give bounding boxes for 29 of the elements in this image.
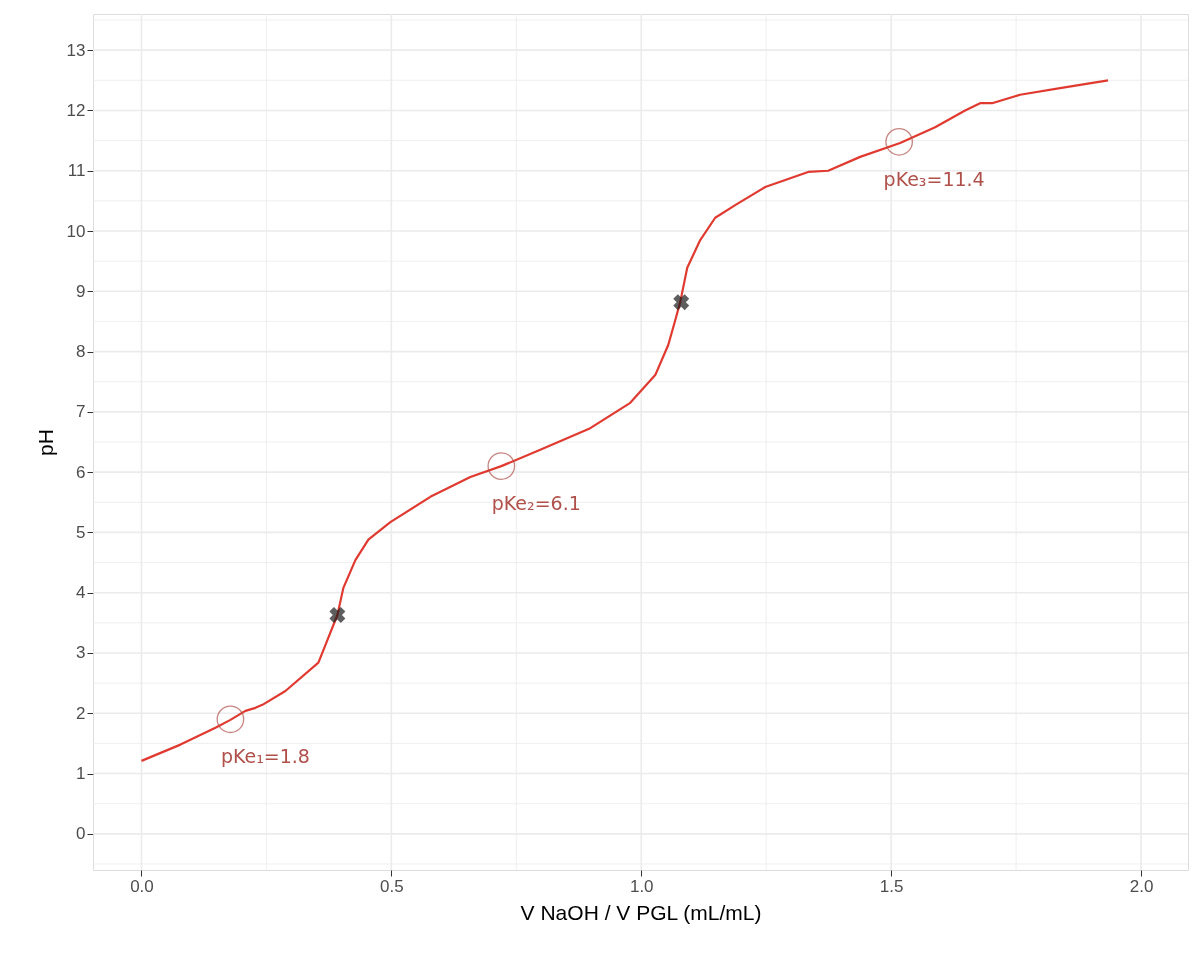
y-tick-label: 13: [66, 40, 86, 60]
y-tick-label: 4: [76, 583, 86, 603]
x-tick-label: 1.5: [879, 876, 904, 896]
point: [216, 705, 245, 734]
y-tick-label: 3: [76, 643, 86, 663]
y-tick-label: 6: [76, 462, 86, 482]
y-tick-label: 1: [76, 764, 86, 784]
y-tick-label: 5: [76, 522, 86, 542]
x-tick-label: 0.5: [380, 876, 404, 896]
x-tick-label: 2.0: [1129, 876, 1154, 896]
point: [487, 452, 516, 480]
annotation: pKe₂=6.1: [491, 492, 581, 515]
x-tick-label: 1.0: [629, 876, 654, 896]
x-tick-label: 0.0: [130, 876, 154, 896]
point: [885, 127, 914, 156]
annotation: pKe₃=11.4: [883, 167, 985, 190]
y-tick-label: 7: [76, 402, 86, 422]
y-tick-label: 12: [66, 100, 86, 120]
y-axis-title: pH: [33, 429, 57, 456]
y-tick-label: 10: [66, 221, 86, 241]
y-tick-label: 11: [67, 161, 86, 181]
x-axis-title: V NaOH / V PGL (mL/mL): [520, 900, 762, 924]
y-tick-label: 9: [76, 281, 86, 301]
point: [673, 294, 690, 311]
y-tick-label: 2: [76, 703, 86, 723]
y-tick-label: 8: [76, 342, 86, 362]
y-tick-label: 0: [76, 824, 86, 844]
point: [329, 607, 346, 623]
annotation: pKe₁=1.8: [220, 745, 310, 768]
